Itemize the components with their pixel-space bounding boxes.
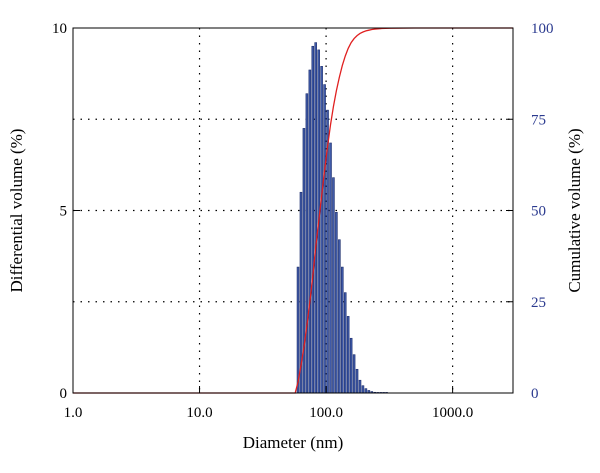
bar (343, 292, 347, 394)
bar (341, 266, 344, 394)
cumulative-line (73, 27, 513, 394)
bar (329, 142, 332, 394)
bar (346, 316, 350, 394)
x-axis-label: Diameter (nm) (243, 433, 344, 452)
y-axis-label: Differential volume (%) (7, 129, 26, 293)
y2-tick-label: 75 (531, 112, 546, 128)
bar (332, 177, 335, 394)
x-tick-label: 1000.0 (432, 405, 473, 421)
bar (296, 266, 300, 394)
y-tick-label: 10 (52, 21, 67, 37)
bar (338, 239, 341, 394)
plot-frame (72, 27, 514, 394)
bar (323, 84, 326, 394)
grid (73, 28, 513, 393)
bars (296, 42, 388, 394)
bar (349, 337, 353, 394)
y-tick-label: 0 (60, 386, 68, 402)
x-tick-label: 10.0 (186, 405, 212, 421)
bar (308, 69, 312, 394)
x-tick-label: 100.0 (309, 405, 343, 421)
bar (355, 368, 359, 394)
bar (358, 379, 362, 394)
bar (361, 385, 365, 394)
y2-axis-label: Cumulative volume (%) (565, 128, 584, 292)
cumulative-line-group (73, 27, 513, 394)
y2-tick-label: 25 (531, 295, 546, 311)
y-tick-label: 5 (60, 204, 68, 220)
bar (364, 388, 368, 394)
ticks (72, 27, 513, 394)
bar (305, 93, 309, 394)
bar (352, 354, 356, 394)
bar (311, 45, 315, 394)
bar (320, 66, 323, 394)
y2-tick-label: 100 (531, 21, 554, 37)
x-tick-label: 1.0 (64, 405, 83, 421)
bar (335, 212, 338, 394)
y2-tick-label: 0 (531, 386, 539, 402)
y2-tick-label: 50 (531, 204, 546, 220)
bar (314, 42, 317, 394)
